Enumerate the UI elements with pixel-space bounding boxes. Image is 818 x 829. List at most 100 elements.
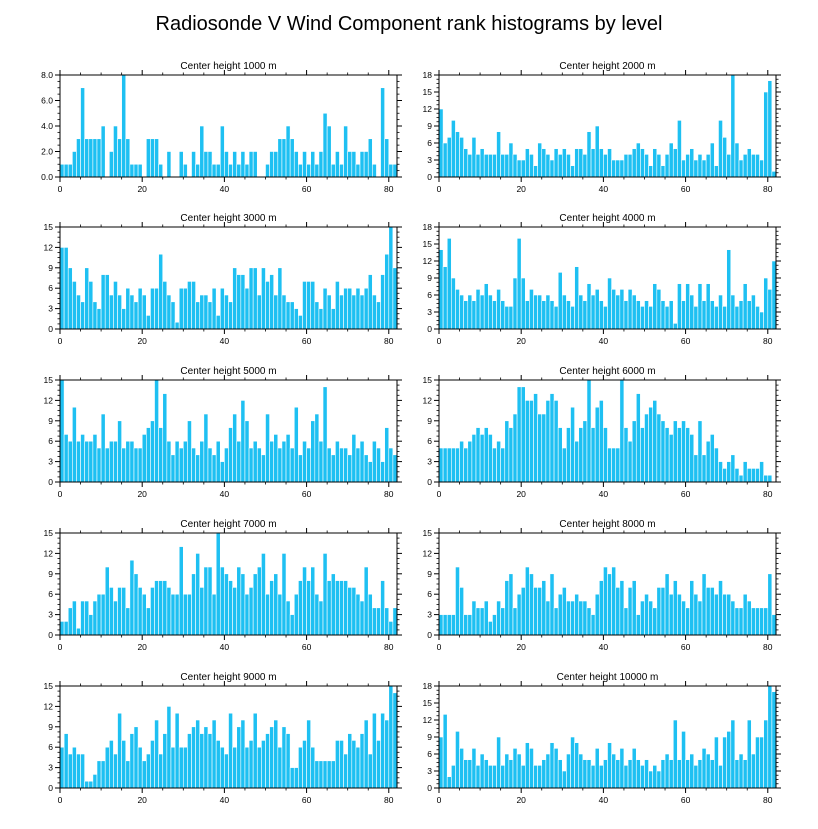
histogram-bar [203, 151, 209, 178]
histogram-bar [751, 753, 756, 789]
histogram-bar [545, 294, 551, 330]
histogram-bar [339, 740, 344, 789]
histogram-bar [500, 300, 506, 330]
histogram-bar [372, 294, 377, 330]
histogram-bar [293, 406, 299, 483]
histogram-bar [615, 159, 621, 178]
histogram-bar [228, 163, 233, 178]
histogram-bar [96, 308, 102, 330]
histogram-bar [520, 277, 526, 330]
histogram-bar [372, 712, 377, 789]
y-tick-label: 3 [427, 457, 432, 467]
histogram-bar [359, 151, 365, 178]
histogram-bar [343, 125, 348, 178]
histogram-bar [751, 607, 756, 636]
histogram-bar [549, 393, 555, 483]
histogram-bar [199, 294, 205, 330]
histogram-bar [451, 447, 456, 483]
histogram-bar [121, 740, 127, 789]
histogram-bar [652, 148, 658, 178]
histogram-bar [372, 607, 377, 636]
histogram-bar [524, 300, 530, 330]
histogram-bar [146, 315, 151, 330]
histogram-bar [483, 283, 489, 330]
histogram-bar [174, 321, 180, 330]
histogram-bar [524, 400, 530, 483]
histogram-bar [335, 281, 340, 330]
panel-title: Center height 5000 m [180, 366, 276, 377]
histogram-bar [285, 125, 291, 178]
histogram-bar [109, 151, 114, 178]
histogram-bar [236, 440, 242, 483]
histogram-bar [150, 740, 155, 789]
histogram-bar [640, 306, 645, 330]
histogram-bar [261, 267, 266, 330]
histogram-bar [693, 593, 699, 636]
histogram-bar [479, 294, 485, 330]
histogram-bar [557, 154, 563, 178]
y-tick-label: 3 [48, 763, 53, 773]
histogram-bar [269, 274, 275, 330]
histogram-bar [537, 413, 543, 483]
histogram-bar [84, 600, 90, 636]
histogram-bar [479, 607, 485, 636]
histogram-bar [722, 593, 727, 636]
histogram-bar [121, 587, 127, 636]
histogram-bar [178, 746, 184, 789]
histogram-bar [363, 287, 369, 330]
histogram-bar [310, 566, 316, 636]
histogram-bar [631, 580, 637, 636]
histogram-bar [154, 287, 159, 330]
x-tick-label: 80 [763, 642, 773, 652]
histogram-bar [84, 440, 90, 483]
histogram-bar [627, 587, 633, 636]
histogram-bar [598, 148, 604, 178]
histogram-bar [541, 759, 547, 789]
y-tick-label: 9 [48, 722, 53, 732]
histogram-bar [277, 746, 283, 789]
histogram-bar [388, 685, 394, 789]
histogram-bar [648, 306, 654, 330]
histogram-bar [166, 294, 172, 330]
histogram-bar [718, 765, 723, 789]
x-tick-label: 0 [437, 795, 442, 805]
y-tick-label: 9 [427, 416, 432, 426]
histogram-bar [656, 413, 662, 483]
histogram-bar [162, 281, 168, 330]
histogram-bar [512, 748, 518, 789]
y-tick-label: 15 [44, 375, 54, 385]
histogram-bar [759, 159, 764, 178]
histogram-bar [701, 159, 707, 178]
histogram-bar [726, 249, 732, 330]
histogram-bar [351, 434, 357, 483]
histogram-bar [236, 726, 242, 789]
histogram-bar [380, 461, 385, 483]
histogram-bar [372, 163, 377, 178]
y-tick-label: 12 [423, 715, 433, 725]
histogram-bar [714, 447, 719, 483]
histogram-bar [693, 306, 699, 330]
histogram-bar [730, 454, 736, 483]
histogram-bar [211, 287, 217, 330]
x-tick-label: 0 [437, 184, 442, 194]
histogram-bar [129, 440, 135, 483]
histogram-bar [500, 765, 506, 789]
histogram-bar [714, 165, 719, 178]
panel-title: Center height 2000 m [559, 61, 655, 72]
histogram-bar [335, 580, 340, 636]
histogram-bar [751, 468, 756, 483]
histogram-bar [664, 753, 670, 789]
histogram-bar [648, 770, 654, 789]
histogram-bar [566, 154, 571, 178]
histogram-bar [603, 566, 608, 636]
histogram-bar [109, 740, 114, 789]
histogram-bar [384, 427, 390, 483]
histogram-bar [685, 283, 691, 330]
histogram-bar [549, 573, 555, 636]
histogram-bar [541, 148, 547, 178]
panel-title: Center height 1000 m [180, 61, 276, 72]
histogram-bar [475, 427, 481, 483]
histogram-bar [677, 427, 682, 483]
histogram-bar [228, 712, 233, 789]
